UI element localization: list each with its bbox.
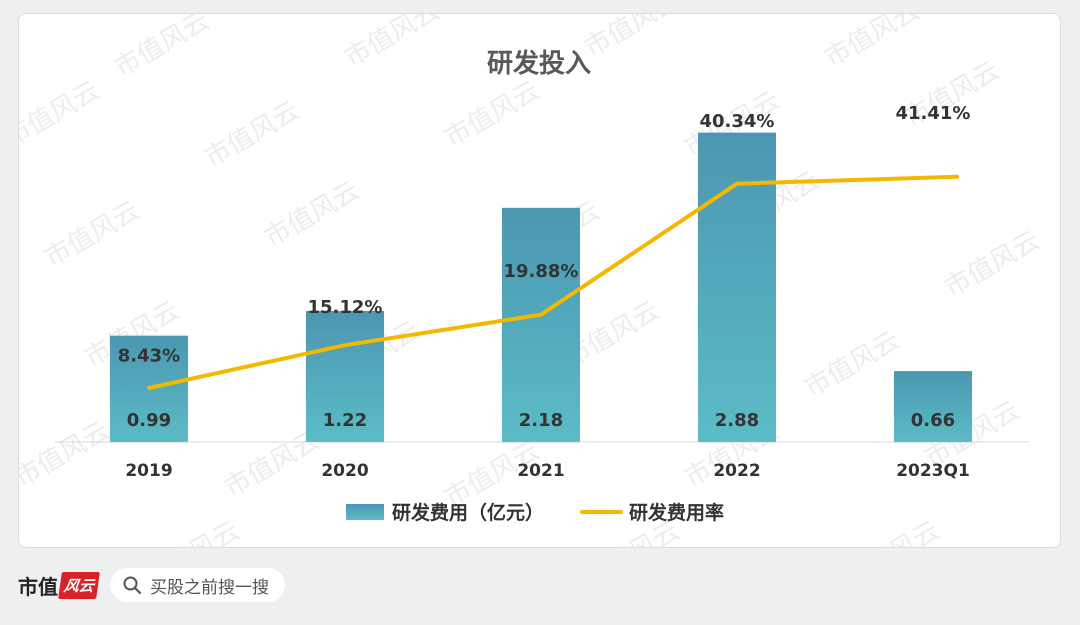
footer: 市值 风云 买股之前搜一搜 <box>18 562 286 608</box>
bar-value-label-2019: 0.99 <box>127 410 171 431</box>
x-tick-2021: 2021 <box>517 461 564 481</box>
chart-card: 市值风云 市值风云 市值风云 市值风云 市值风云 市值风云 市值风云 市值风云 市值风云 市值风云… <box>18 13 1061 548</box>
bar-value-label-2020: 1.22 <box>323 410 367 431</box>
bar-value-label-2023Q1: 0.66 <box>911 410 955 431</box>
legend-bar-swatch <box>346 504 384 520</box>
legend-line-label: 研发费用率 <box>629 501 724 524</box>
rate-value-labels: 8.43% 15.12% 19.88% 40.34% 41.41% <box>118 103 971 367</box>
bar-2021 <box>502 207 580 442</box>
legend-bar-label: 研发费用（亿元） <box>392 501 544 524</box>
rate-value-label-2019: 8.43% <box>118 346 180 367</box>
x-tick-labels: 2019 2020 2021 2022 2023Q1 <box>125 461 969 481</box>
legend: 研发费用（亿元） 研发费用率 <box>346 501 724 524</box>
rate-value-label-2020: 15.12% <box>308 297 383 318</box>
bar-2020 <box>306 310 384 442</box>
search-bar[interactable]: 买股之前搜一搜 <box>110 568 286 602</box>
x-tick-2023Q1: 2023Q1 <box>896 461 970 481</box>
x-tick-2019: 2019 <box>125 461 172 481</box>
bar-value-label-2021: 2.18 <box>519 410 563 431</box>
search-placeholder: 买股之前搜一搜 <box>150 577 270 598</box>
bar-value-labels: 0.99 1.22 2.18 2.88 0.66 <box>127 410 955 431</box>
rate-line <box>147 174 959 390</box>
bar-2023Q1 <box>894 371 972 442</box>
bar-2022 <box>698 132 776 442</box>
x-tick-2020: 2020 <box>321 461 368 481</box>
brand-mark: 风云 <box>58 571 100 599</box>
x-tick-2022: 2022 <box>713 461 760 481</box>
rate-value-label-2023Q1: 41.41% <box>896 103 971 124</box>
brand-text: 市值 <box>18 574 58 599</box>
brand-logo[interactable]: 市值 风云 <box>18 571 100 600</box>
chart-title: 研发投入 <box>487 48 591 79</box>
chart: 研发投入 0.99 1.22 2.18 2.88 0.66 8.43% 15.12% 19.… <box>55 48 1029 524</box>
rate-value-label-2021: 19.88% <box>504 261 579 282</box>
search-icon <box>123 576 142 595</box>
bar-value-label-2022: 2.88 <box>715 410 759 431</box>
rate-value-label-2022: 40.34% <box>700 111 775 132</box>
